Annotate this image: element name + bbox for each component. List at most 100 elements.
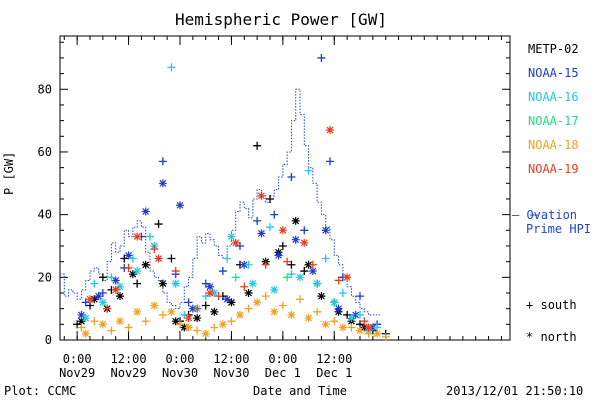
point-north [116, 317, 124, 326]
point-south [287, 173, 296, 182]
point-north [334, 304, 343, 313]
point-north [313, 279, 322, 288]
point-north [231, 238, 240, 247]
point-north [77, 317, 86, 326]
point-south [300, 267, 309, 276]
point-south [90, 279, 99, 288]
point-south [231, 273, 240, 282]
point-south [201, 279, 210, 288]
point-south [296, 295, 304, 304]
point-north [176, 201, 184, 210]
point-south [261, 292, 270, 301]
x-tick-label-time: 12:00 [213, 352, 249, 366]
point-south [193, 304, 202, 313]
point-north [180, 323, 189, 332]
y-tick-label: 60 [38, 145, 52, 159]
point-north [304, 314, 313, 323]
point-south [124, 263, 133, 272]
point-south [201, 292, 210, 301]
point-south [356, 310, 364, 319]
point-north [210, 288, 219, 297]
south-label: south [540, 298, 577, 312]
point-north [171, 279, 180, 288]
point-north [133, 267, 142, 276]
point-north [98, 298, 107, 307]
legend-entry-noaa-16: NOAA-16 [528, 90, 579, 104]
point-south [381, 332, 390, 341]
point-north [81, 314, 90, 323]
point-south [287, 260, 296, 269]
point-south [317, 53, 326, 62]
point-south [77, 323, 86, 332]
point-south [278, 301, 287, 310]
point-north [124, 251, 133, 260]
point-north [90, 295, 99, 304]
plot-credit: Plot: CCMC [4, 384, 77, 398]
point-north [171, 317, 180, 326]
point-north [253, 298, 262, 307]
point-north [223, 295, 232, 304]
point-south [266, 223, 274, 232]
point-south [73, 320, 82, 329]
point-north [257, 229, 266, 238]
legend-entry-metp-02: METP-02 [528, 42, 579, 56]
point-south [304, 166, 313, 175]
point-south [107, 326, 116, 335]
point-south [236, 241, 244, 250]
point-south [103, 304, 112, 313]
x-tick-label-date: Nov30 [213, 366, 249, 380]
point-north [347, 314, 356, 323]
point-north [184, 314, 193, 323]
point-south [98, 288, 107, 297]
point-south [338, 288, 347, 297]
point-north [81, 329, 90, 338]
legend-entry-noaa-18: NOAA-18 [528, 138, 579, 152]
point-north [193, 314, 202, 323]
y-tick-label: 80 [38, 82, 52, 96]
point-south [90, 317, 99, 326]
point-north [364, 323, 373, 332]
y-tick-label: 20 [38, 270, 52, 284]
point-north [240, 260, 249, 269]
point-north [270, 307, 279, 316]
point-north [300, 238, 309, 247]
chart-title: Hemispheric Power [GW] [175, 10, 387, 29]
south-marker: + [526, 298, 534, 312]
point-south [356, 292, 364, 301]
north-label: north [540, 330, 577, 344]
point-south [193, 326, 202, 335]
point-north [184, 323, 193, 332]
point-south [180, 310, 189, 319]
point-north [321, 226, 330, 235]
x-tick-label-time: 0:00 [166, 352, 195, 366]
point-south [244, 304, 253, 313]
point-north [278, 226, 287, 235]
point-north [133, 232, 142, 241]
y-tick-label: 0 [45, 333, 52, 347]
y-tick-label: 40 [38, 208, 52, 222]
point-north [373, 329, 382, 338]
point-north [111, 276, 120, 285]
x-tick-label-date: Dec 1 [265, 366, 301, 380]
point-south [261, 260, 270, 269]
point-south [214, 292, 223, 301]
point-north [287, 310, 296, 319]
point-north [304, 260, 313, 269]
plot-timestamp: 2013/12/01 21:50:10 [446, 384, 584, 398]
point-north [77, 310, 86, 319]
point-north [86, 295, 94, 304]
point-south [308, 260, 317, 269]
point-north [206, 288, 214, 297]
point-north [291, 216, 300, 225]
point-south [270, 210, 279, 219]
point-north [167, 307, 176, 316]
point-south [300, 226, 309, 235]
point-north [116, 282, 124, 291]
point-north [158, 279, 167, 288]
point-south [266, 194, 274, 203]
point-north [158, 179, 167, 188]
point-south [223, 254, 232, 263]
point-north [244, 288, 253, 297]
point-south [124, 323, 133, 332]
plot-frame [59, 35, 511, 341]
